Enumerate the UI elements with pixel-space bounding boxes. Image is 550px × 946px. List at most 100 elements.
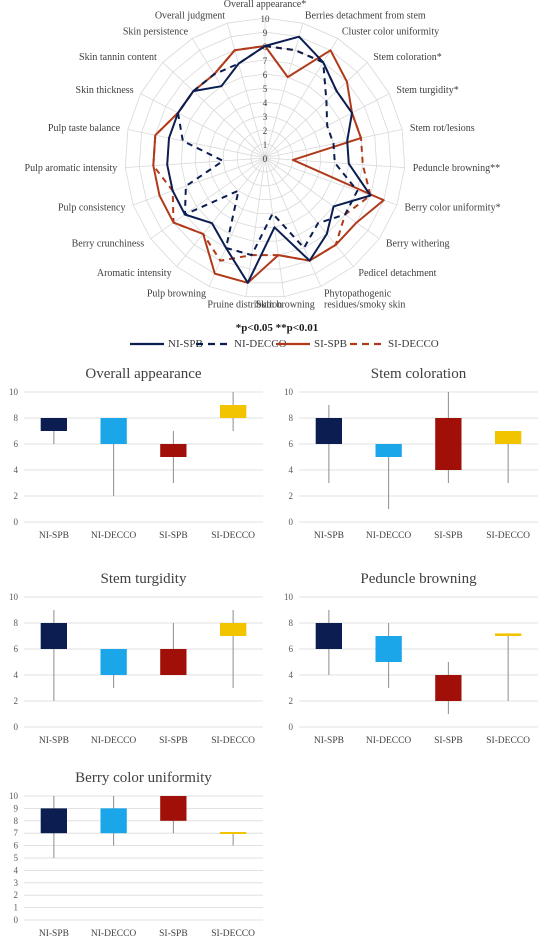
y-tick-label: 4	[14, 465, 19, 475]
legend-item: NI-SPB	[130, 338, 203, 350]
radar-axis-label: Berry color uniformity*	[405, 203, 501, 214]
radar-axis-label: Pedicel detachment	[358, 268, 436, 279]
box-si-decco	[220, 623, 247, 636]
radar-spoke	[162, 62, 266, 159]
y-tick-label: 7	[14, 828, 19, 838]
radar-grid-ring	[250, 143, 280, 173]
radar-grid-ring	[152, 45, 378, 270]
radar-spoke	[264, 157, 322, 287]
radar-tick-label: 6	[263, 70, 268, 80]
radar-series-ni-decco	[177, 45, 359, 257]
y-tick-label: 6	[14, 439, 19, 449]
radar-axis-label: Overall appearance*	[224, 0, 306, 10]
radar-axis-label: Skin tannin content	[79, 52, 157, 63]
boxplot-title: Stem coloration	[371, 366, 467, 382]
box-si-decco	[495, 633, 522, 636]
radar-spoke	[140, 93, 266, 159]
boxplot-title: Stem turgidity	[101, 571, 187, 587]
x-category-label: NI-SPB	[39, 736, 69, 746]
radar-axis-label: Pruine distribution	[207, 300, 282, 311]
y-tick-label: 4	[289, 465, 294, 475]
radar-tick-label: 1	[263, 140, 268, 150]
box-ni-spb	[40, 808, 67, 834]
legend-line-dashed	[350, 342, 384, 346]
boxplot-stem-coloration: Stem coloration 0 2 4 6 8 10 NI-SPB NI-DECCO SI-S…	[275, 358, 550, 548]
boxplot-title: Overall appearance	[85, 366, 202, 382]
x-category-label: NI-SPB	[39, 929, 69, 939]
y-tick-label: 10	[284, 387, 294, 397]
radar-tick-label: 4	[263, 98, 268, 108]
y-tick-label: 0	[14, 517, 19, 527]
y-tick-label: 10	[9, 592, 19, 602]
radar-axis-label: Pulp aromatic intensity	[25, 163, 118, 174]
x-category-label: SI-DECCO	[211, 531, 255, 541]
radar-grid-ring	[208, 101, 322, 214]
x-category-label: SI-SPB	[159, 736, 188, 746]
x-category-label: SI-DECCO	[211, 736, 255, 746]
radar-spoke	[245, 157, 266, 297]
radar-axis-label: Skin thickness	[76, 85, 134, 96]
box-ni-decco	[100, 649, 127, 675]
box-ni-decco	[100, 808, 127, 834]
box-ni-decco	[375, 636, 402, 662]
x-category-label: NI-DECCO	[91, 736, 137, 746]
radar-axis-label: Pulp consistency	[58, 203, 126, 214]
x-category-label: NI-SPB	[39, 531, 69, 541]
y-tick-label: 3	[14, 878, 19, 888]
box-si-spb	[160, 649, 187, 675]
radar-spoke	[226, 23, 266, 159]
box-si-decco	[495, 431, 522, 444]
y-tick-label: 9	[14, 803, 19, 813]
radar-axis-label: Pulp taste balance	[48, 123, 121, 134]
radar-axis-label: Overall judgment	[155, 11, 225, 22]
radar-axis-label: Stem coloration*	[373, 52, 442, 63]
legend-label: NI-DECCO	[234, 338, 287, 350]
legend-line-solid	[130, 342, 164, 346]
y-tick-label: 2	[289, 696, 294, 706]
y-tick-label: 0	[14, 915, 19, 925]
y-tick-label: 6	[289, 644, 294, 654]
boxplot-berry-color-uniformity: Berry color uniformity 0 1 2 3 4 5 6 7 8 9 10 NI-SPB…	[0, 762, 275, 946]
radar-axis-label: Aromatic intensity	[97, 268, 172, 279]
radar-tick-label: 3	[263, 112, 268, 122]
y-tick-label: 8	[14, 413, 19, 423]
radar-spoke	[208, 157, 266, 287]
legend-label: NI-SPB	[168, 338, 203, 350]
radar-axis-label: Phytopathogenic residues/smoky skin	[324, 289, 405, 311]
boxplot-title: Berry color uniformity	[75, 770, 212, 786]
radar-spoke	[264, 23, 304, 159]
y-tick-label: 8	[14, 816, 19, 826]
legend-label: SI-DECCO	[388, 338, 439, 350]
radar-tick-label: 7	[263, 56, 268, 66]
box-si-spb	[160, 796, 187, 821]
radar-tick-label: 0	[263, 154, 268, 164]
radar-axis-label: Berry crunchiness	[72, 238, 145, 249]
x-category-label: NI-SPB	[314, 531, 344, 541]
y-tick-label: 8	[289, 618, 294, 628]
box-ni-spb	[315, 418, 342, 444]
y-tick-label: 10	[9, 791, 19, 801]
x-category-label: SI-DECCO	[211, 929, 255, 939]
x-category-label: SI-SPB	[159, 531, 188, 541]
box-si-spb	[435, 418, 462, 470]
x-category-label: SI-SPB	[434, 736, 463, 746]
legend-item: SI-SPB	[276, 338, 347, 350]
y-tick-label: 2	[14, 696, 19, 706]
x-category-label: NI-DECCO	[91, 531, 137, 541]
radar-spoke	[176, 157, 266, 267]
x-category-label: SI-SPB	[159, 929, 188, 939]
radar-tick-label: 9	[263, 28, 268, 38]
radar-axis-label: Pulp browning	[147, 289, 206, 300]
radar-axis-label: Stem rot/lesions	[410, 123, 475, 134]
y-tick-label: 8	[289, 413, 294, 423]
y-tick-label: 10	[284, 592, 294, 602]
boxplot-overall-appearance: Overall appearance 0 2 4 6 8 10 NI-SPB NI-DECCO S…	[0, 358, 275, 548]
radar-spoke	[264, 62, 368, 159]
radar-tick-label: 10	[261, 14, 271, 24]
x-category-label: NI-DECCO	[366, 736, 412, 746]
radar-grid-ring	[138, 31, 392, 284]
x-category-label: SI-DECCO	[486, 736, 530, 746]
box-si-spb	[160, 444, 187, 457]
radar-axis-label: Berries detachment from stem	[305, 11, 426, 22]
